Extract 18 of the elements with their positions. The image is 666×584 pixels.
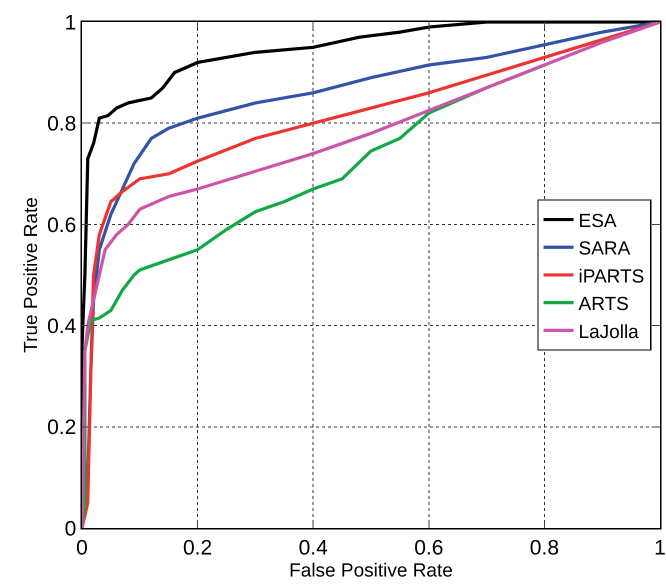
legend-label: ARTS (578, 294, 629, 316)
x-axis-title: False Positive Rate (289, 560, 453, 582)
x-tick-label: 0.6 (414, 536, 444, 560)
x-tick-label: 0.4 (298, 536, 328, 560)
legend-label: ESA (578, 210, 617, 232)
y-tick-label: 0 (64, 517, 76, 540)
y-axis-title: True Positive Rate (21, 197, 42, 353)
legend-label: SARA (578, 238, 631, 260)
x-tick-label: 0.8 (530, 536, 559, 560)
y-tick-label: 0.8 (47, 112, 76, 136)
x-tick-label: 1 (654, 536, 666, 560)
y-tick-label: 0.6 (47, 214, 76, 237)
legend-label: iPARTS (578, 266, 644, 288)
y-tick-label: 1 (64, 11, 76, 34)
y-tick-label: 0.4 (47, 314, 77, 338)
x-tick-label: 0.2 (183, 536, 212, 560)
legend-label: LaJolla (578, 322, 640, 343)
y-tick-label: 0.2 (47, 416, 76, 440)
